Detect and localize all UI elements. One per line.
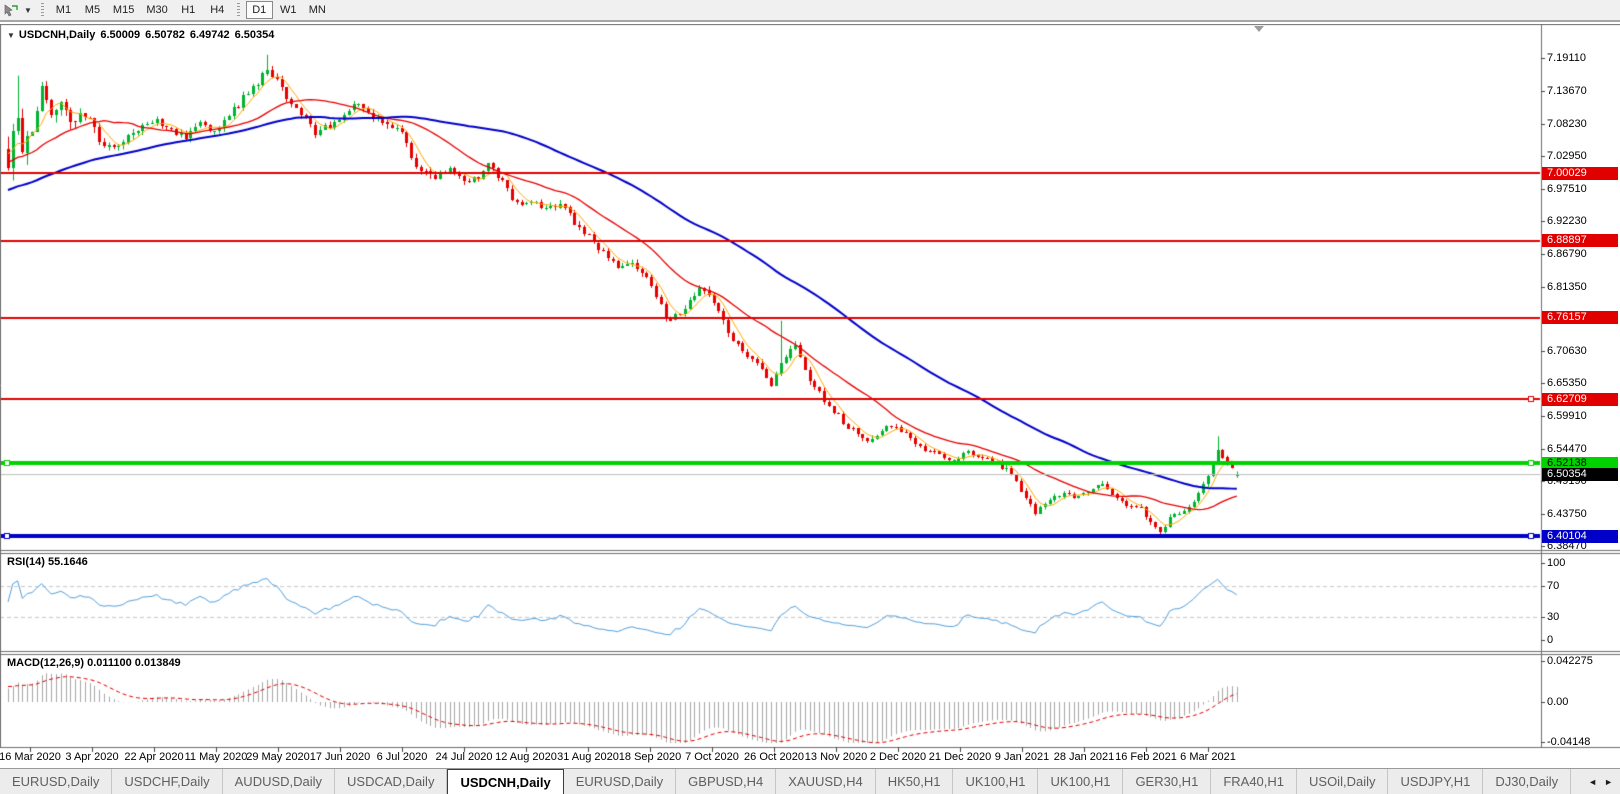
date-axis-label: 29 May 2020 <box>246 751 310 763</box>
timeframe-group: M1 M5 M15 M30 H1 H4 D1 W1 MN <box>49 1 332 19</box>
price-axis-label: 6.97510 <box>1547 182 1587 195</box>
chart-tab-uk100-h1[interactable]: UK100,H1 <box>953 769 1039 794</box>
price-axis-label: 7.08230 <box>1547 117 1587 130</box>
hline-price-label[interactable]: 6.40104 <box>1542 529 1618 543</box>
hline-price-label[interactable]: 6.52138 <box>1542 456 1618 470</box>
hline-price-label[interactable]: 6.88897 <box>1542 234 1618 248</box>
chart-scroll-marker-icon[interactable] <box>1254 26 1264 32</box>
chart-tab-usdjpy-h1[interactable]: USDJPY,H1 <box>1388 769 1484 794</box>
timeframe-button-m15[interactable]: M15 <box>108 1 139 19</box>
price-axis-label: 6.70630 <box>1547 345 1587 358</box>
price-axis-label: 7.13670 <box>1547 84 1587 97</box>
chart-tab-usdchf-daily[interactable]: USDCHF,Daily <box>112 769 223 794</box>
chart-tab-uk100-h1[interactable]: UK100,H1 <box>1038 769 1124 794</box>
chart-tab-usoil-daily[interactable]: USOil,Daily <box>1297 769 1389 794</box>
date-axis-label: 24 Jul 2020 <box>435 751 493 763</box>
chart-tabs-bar: EURUSD,Daily USDCHF,Daily AUDUSD,Daily USDC… <box>0 768 1620 794</box>
date-axis-label: 26 Oct 2020 <box>744 751 804 763</box>
ohlc-high: 6.50782 <box>145 29 185 41</box>
macd-axis-label: 0.00 <box>1547 696 1569 708</box>
date-axis-label: 22 Apr 2020 <box>124 751 184 763</box>
date-axis-label: 3 Apr 2020 <box>65 751 119 763</box>
rsi-axis-label: 30 <box>1547 610 1560 623</box>
chart-tab-audusd-daily[interactable]: AUDUSD,Daily <box>223 769 336 794</box>
timeframe-button-m1[interactable]: M1 <box>50 1 77 19</box>
date-axis-label: 6 Jul 2020 <box>376 751 428 763</box>
rsi-header: RSI(14) 55.1646 <box>7 556 88 568</box>
chart-symbol-label: USDCNH,Daily <box>18 29 96 41</box>
toolbar-grip <box>236 3 240 17</box>
date-axis-label: 31 Aug 2020 <box>557 751 619 763</box>
timeframe-button-w1[interactable]: W1 <box>275 1 302 19</box>
chart-tab-ger30-h1[interactable]: GER30,H1 <box>1123 769 1212 794</box>
price-axis-label: 6.65350 <box>1547 377 1587 390</box>
tab-scroll-left-icon[interactable]: ◄ <box>1588 777 1598 787</box>
price-chart-canvas[interactable] <box>0 24 1620 768</box>
price-axis-label: 7.02950 <box>1547 149 1587 162</box>
toolbar: ▼ M1 M5 M15 M30 H1 H4 D1 W1 MN <box>0 0 1620 22</box>
chart-tab-hk50-h1[interactable]: HK50,H1 <box>876 769 954 794</box>
macd-axis-label: -0.04148 <box>1547 736 1591 749</box>
price-axis-label: 6.43750 <box>1547 508 1587 521</box>
rsi-axis-label: 0 <box>1547 634 1554 646</box>
ohlc-low: 6.49742 <box>189 29 230 41</box>
chart-tab-fra40-h1[interactable]: FRA40,H1 <box>1211 769 1298 794</box>
price-axis-label: 6.81350 <box>1547 280 1587 293</box>
chart-header: ▼ USDCNH,Daily 6.50009 6.50782 6.49742 6.5035… <box>7 29 274 41</box>
tab-scroll-right-icon[interactable]: ► <box>1604 777 1613 787</box>
date-axis-label: 13 Nov 2020 <box>804 751 868 763</box>
timeframe-button-mn[interactable]: MN <box>304 1 331 19</box>
chart-tab-usdcnh-daily[interactable]: USDCNH,Daily <box>447 769 564 794</box>
date-axis-label: 2 Dec 2020 <box>869 751 927 763</box>
hline-price-label[interactable]: 7.00029 <box>1542 166 1618 180</box>
chart-tab-gbpusd-h4[interactable]: GBPUSD,H4 <box>676 769 777 794</box>
price-axis-label: 6.86790 <box>1547 247 1587 260</box>
chart-tab-eurusd-daily[interactable]: EURUSD,Daily <box>0 769 113 794</box>
tab-list: EURUSD,Daily USDCHF,Daily AUDUSD,Daily USDC… <box>0 769 1620 794</box>
price-axis-label: 6.54470 <box>1547 443 1587 456</box>
toolbar-grip <box>40 3 44 17</box>
timeframe-button-m5[interactable]: M5 <box>79 1 106 19</box>
price-axis-label: 6.92230 <box>1547 214 1587 227</box>
timeframe-button-h4[interactable]: H4 <box>204 1 231 19</box>
macd-axis-label: 0.042275 <box>1547 655 1593 667</box>
price-axis-label: 7.19110 <box>1547 52 1586 64</box>
chart-collapse-icon[interactable]: ▼ <box>7 31 15 40</box>
date-axis-label: 21 Dec 2020 <box>928 751 992 763</box>
ohlc-close: 6.50354 <box>234 29 275 41</box>
current-price-label: 6.50354 <box>1542 467 1618 481</box>
date-axis-label: 16 Feb 2021 <box>1115 751 1177 763</box>
timeframe-button-m30[interactable]: M30 <box>141 1 172 19</box>
hline-price-label[interactable]: 6.76157 <box>1542 311 1618 325</box>
date-axis-label: 6 Mar 2021 <box>1180 751 1236 763</box>
chart-tab-dj30-daily[interactable]: DJ30,Daily <box>1483 769 1572 794</box>
chart-cursor-icon[interactable] <box>2 2 20 18</box>
timeframe-button-h1[interactable]: H1 <box>175 1 202 19</box>
ohlc-open: 6.50009 <box>100 29 141 41</box>
date-axis-label: 11 May 2020 <box>184 751 248 763</box>
date-axis-label: 9 Jan 2021 <box>994 751 1050 763</box>
date-axis-label: 18 Sep 2020 <box>618 751 682 763</box>
rsi-axis-label: 100 <box>1547 557 1566 569</box>
chart-tab-eurusd-daily[interactable]: EURUSD,Daily <box>564 769 677 794</box>
rsi-axis-label: 70 <box>1547 580 1560 593</box>
hline-price-label[interactable]: 6.62709 <box>1542 392 1618 406</box>
date-axis-label: 17 Jun 2020 <box>309 751 371 763</box>
date-axis-label: 12 Aug 2020 <box>495 751 557 763</box>
timeframe-button-d1[interactable]: D1 <box>245 1 273 19</box>
tab-scroll-arrows: ◄ ► <box>1579 769 1620 794</box>
macd-header: MACD(12,26,9) 0.011100 0.013849 <box>7 657 181 669</box>
chart-tab-usdcad-daily[interactable]: USDCAD,Daily <box>335 769 448 794</box>
date-axis-label: 16 Mar 2020 <box>0 751 61 763</box>
price-axis-label: 6.59910 <box>1547 410 1587 423</box>
date-axis-label: 7 Oct 2020 <box>685 751 739 763</box>
price-axis-label: 6.38470 <box>1547 539 1587 552</box>
chart-tab-xauusd-h4[interactable]: XAUUSD,H4 <box>776 769 876 794</box>
date-axis-label: 28 Jan 2021 <box>1053 751 1115 763</box>
cursor-dropdown-icon[interactable]: ▼ <box>24 5 32 15</box>
